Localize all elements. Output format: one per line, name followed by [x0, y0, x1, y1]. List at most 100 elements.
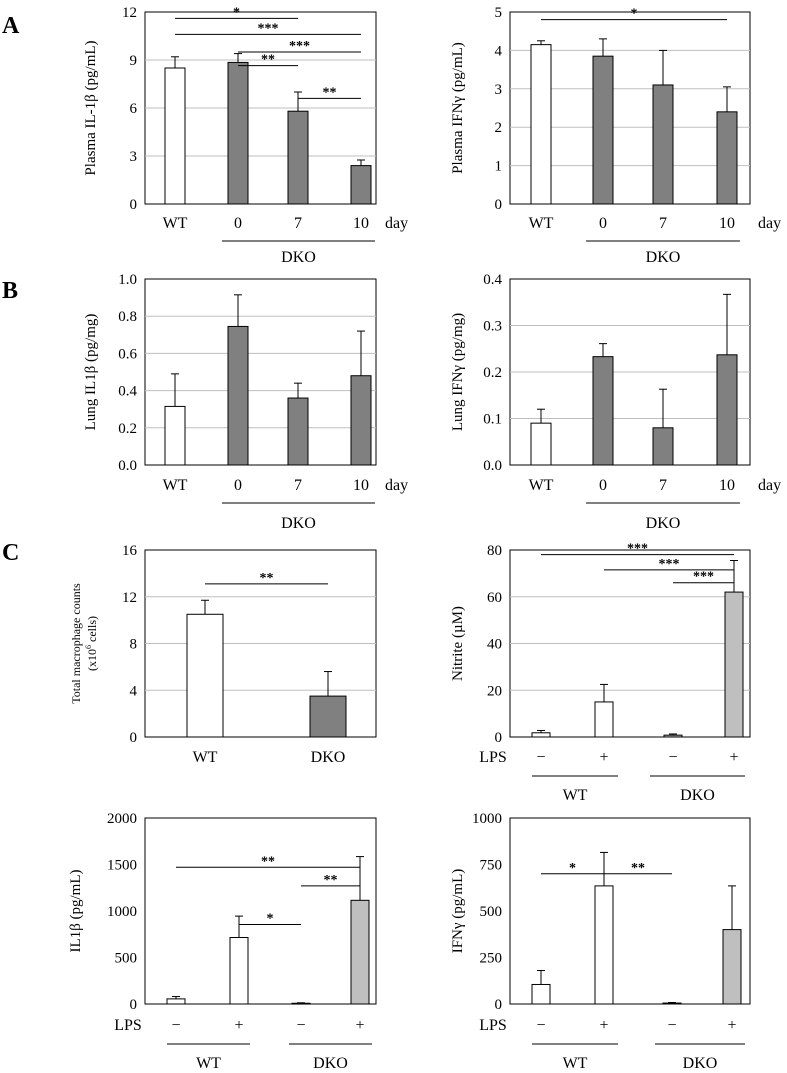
bar — [662, 1002, 682, 1005]
y-axis-label: IFNγ (pg/mL) — [450, 869, 466, 954]
y-tick-label: 4 — [130, 683, 138, 699]
y-axis-label: IL1β (pg/mL) — [68, 869, 84, 952]
bar — [350, 375, 372, 466]
significance-label: *** — [289, 39, 310, 54]
category-label: + — [729, 749, 738, 766]
y-tick-label: 60 — [487, 590, 502, 606]
bar — [531, 732, 551, 738]
category-label: + — [234, 1017, 243, 1034]
y-tick-label: 40 — [487, 637, 502, 653]
category-label: 0 — [234, 215, 242, 232]
chart-ifng_lung: 0.0 0.1 0.2 0.3 0.4 Lung IFNγ (pg/mg) WT 0 7 10 da… — [450, 272, 781, 532]
category-label: 10 — [353, 477, 369, 494]
bar — [530, 422, 552, 466]
y-tick-label: 750 — [480, 858, 503, 874]
group-label: DKO — [281, 515, 316, 532]
y-tick-label: 12 — [122, 590, 137, 606]
y-tick-label: 1000 — [472, 811, 502, 827]
category-label: 7 — [294, 477, 302, 494]
panel-letter-a: A — [2, 13, 20, 39]
category-label: 7 — [659, 215, 667, 232]
y-tick-label: 0.3 — [483, 319, 502, 335]
category-unit-label: day — [758, 477, 781, 494]
category-label: WT — [163, 477, 188, 494]
bar — [663, 734, 683, 738]
bar — [287, 110, 309, 205]
lps-row-label: LPS — [479, 749, 507, 766]
bar — [592, 356, 614, 466]
group-label: DKO — [646, 515, 681, 532]
bar — [716, 111, 738, 205]
significance-label: * — [569, 861, 576, 876]
y-axis-label: Plasma IFNγ (pg/mL) — [450, 42, 466, 174]
category-unit-label: day — [758, 215, 781, 232]
chart-nitrite: 0 20 40 60 80 Nitrite (µM) *** *** *** − + − + LPS WT D… — [450, 542, 751, 804]
y-tick-label: 1.0 — [118, 272, 137, 288]
y-tick-label: 500 — [115, 951, 138, 967]
group-label: DKO — [281, 249, 316, 266]
bar — [287, 397, 309, 466]
y-axis-label-units-end: cells) — [85, 616, 99, 645]
bar — [652, 427, 674, 466]
bar — [530, 44, 552, 205]
plot-frame — [509, 11, 751, 205]
y-tick-label: 0.0 — [483, 458, 502, 474]
y-tick-label: 2000 — [107, 811, 137, 827]
significance-label: * — [267, 911, 274, 926]
y-tick-label: 3 — [130, 149, 138, 165]
category-label: WT — [163, 215, 188, 232]
lps-row-label: LPS — [479, 1017, 507, 1034]
y-tick-label: 8 — [130, 637, 138, 653]
category-label: + — [727, 1017, 736, 1034]
group-label: WT — [196, 1055, 221, 1072]
category-label: − — [296, 1017, 305, 1034]
y-tick-label: 0.8 — [118, 309, 137, 325]
y-tick-label: 20 — [487, 683, 502, 699]
bar — [652, 84, 674, 205]
significance-label: * — [233, 5, 240, 20]
y-axis-label: Nitrite (µM) — [450, 606, 466, 681]
significance-label: *** — [627, 542, 648, 557]
bar — [716, 354, 738, 466]
significance-label: ** — [323, 85, 337, 100]
plot-frame — [144, 817, 377, 1005]
significance-label: ** — [324, 873, 338, 888]
category-label: − — [667, 1017, 676, 1034]
y-tick-label: 0.2 — [118, 421, 137, 437]
group-label: DKO — [683, 1055, 718, 1072]
y-tick-label: 12 — [122, 5, 137, 21]
category-label: 7 — [659, 477, 667, 494]
group-label: DKO — [646, 249, 681, 266]
y-tick-label: 0.1 — [483, 412, 502, 428]
category-label: − — [668, 749, 677, 766]
y-tick-label: 0.0 — [118, 458, 137, 474]
bar — [309, 695, 347, 738]
group-label: DKO — [313, 1055, 348, 1072]
bar — [186, 613, 224, 738]
y-tick-label: 0 — [130, 997, 138, 1013]
category-label: − — [171, 1017, 180, 1034]
y-tick-label: 9 — [130, 53, 138, 69]
bar — [227, 325, 249, 466]
category-label: 10 — [719, 477, 735, 494]
bar — [350, 165, 372, 205]
y-tick-label: 0 — [130, 197, 138, 213]
significance-label: * — [631, 7, 638, 22]
panel-letter-b: B — [2, 278, 18, 304]
y-tick-label: 0.6 — [118, 346, 137, 362]
bar — [164, 405, 186, 466]
y-tick-label: 0.4 — [483, 272, 502, 288]
significance-label: ** — [261, 854, 275, 869]
y-tick-label: 6 — [130, 101, 138, 117]
y-axis-label: Plasma IL-1β (pg/mL) — [83, 40, 99, 175]
y-tick-label: 0 — [495, 730, 503, 746]
y-tick-label: 0 — [495, 197, 503, 213]
y-tick-label: 5 — [495, 5, 503, 21]
bar — [592, 55, 614, 205]
y-tick-label: 16 — [122, 543, 138, 559]
category-label: 0 — [599, 215, 607, 232]
category-label: WT — [529, 215, 554, 232]
